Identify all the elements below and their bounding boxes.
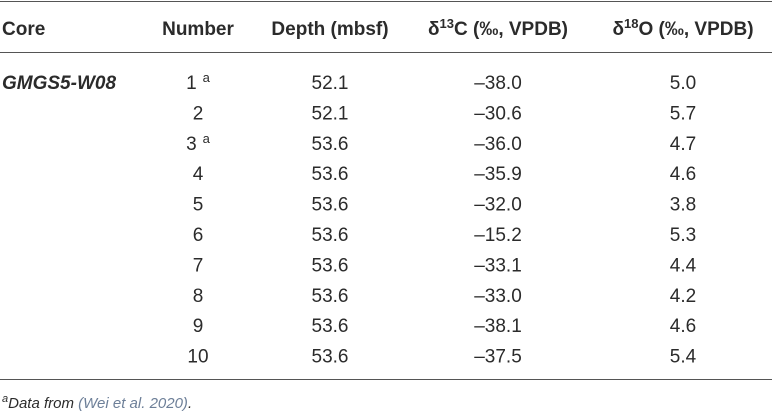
value-cell: 52.1 [312,103,349,124]
value-cell: 4.2 [670,286,696,307]
value-cell: –15.2 [474,225,522,246]
value-cell: 53.6 [312,134,349,155]
header-sup: 13 [440,16,454,31]
value-cell: 4.4 [670,255,697,276]
footnote-end: . [188,395,192,412]
value-cell: 3.8 [670,195,696,216]
header-text: Number [162,19,234,40]
number-cell: 7 [193,255,204,276]
number-cell: 10 [187,347,208,368]
number: 6 [193,225,204,246]
number: 2 [193,103,204,124]
footnote: aData from (Wei et al. 2020). [2,393,192,412]
number-cell: 6 [193,225,204,246]
value-cell: –33.0 [474,286,522,307]
value-cell: 53.6 [312,286,349,307]
number: 7 [193,255,204,276]
header-sup: 18 [624,16,638,31]
number: 5 [193,195,204,216]
footnote-citation[interactable]: (Wei et al. 2020) [78,395,188,412]
value-cell: –38.1 [474,316,522,337]
value-cell: –36.0 [474,134,522,155]
value-cell: 5.7 [670,103,696,124]
number-cell: 4 [193,164,204,185]
number: 9 [193,316,204,337]
header-cell: Number [162,19,234,40]
number: 4 [193,164,204,185]
header-text: δ [612,19,624,40]
value-cell: 52.1 [312,73,349,94]
value-cell: 5.4 [670,347,697,368]
number-cell: 2 [193,103,204,124]
number: 3 [186,134,197,155]
header-text: O (‰, VPDB) [638,19,753,40]
number-cell: 5 [193,195,204,216]
value-cell: 5.3 [670,225,696,246]
note-marker: a [203,70,211,85]
value-cell: 53.6 [312,195,349,216]
header-text: Core [2,19,45,40]
header-text: Depth (mbsf) [271,19,388,40]
value-cell: 53.6 [312,316,349,337]
value-cell: 4.6 [670,164,696,185]
header-cell: δ13C (‰, VPDB) [428,16,568,40]
header-cell: Core [2,19,45,40]
header-text: C (‰, VPDB) [454,19,568,40]
number-cell: 8 [193,286,204,307]
header-cell: Depth (mbsf) [271,19,388,40]
value-cell: –32.0 [474,195,522,216]
value-cell: 4.6 [670,316,696,337]
number: 1 [186,73,197,94]
value-cell: 53.6 [312,164,349,185]
number: 10 [187,347,208,368]
number: 8 [193,286,204,307]
value-cell: –30.6 [474,103,522,124]
value-cell: 53.6 [312,255,349,276]
value-cell: 53.6 [312,347,349,368]
value-cell: 5.0 [670,73,696,94]
value-cell: –38.0 [474,73,522,94]
core-label: GMGS5-W08 [2,73,116,94]
header-cell: δ18O (‰, VPDB) [612,16,753,40]
value-cell: –33.1 [474,255,522,276]
value-cell: –35.9 [474,164,522,185]
header-text: δ [428,19,440,40]
value-cell: –37.5 [474,347,522,368]
footnote-text: Data from [8,395,78,412]
footnote-marker: a [2,393,8,405]
number-cell: 9 [193,316,204,337]
note-marker: a [203,131,211,146]
value-cell: 4.7 [670,134,696,155]
value-cell: 53.6 [312,225,349,246]
